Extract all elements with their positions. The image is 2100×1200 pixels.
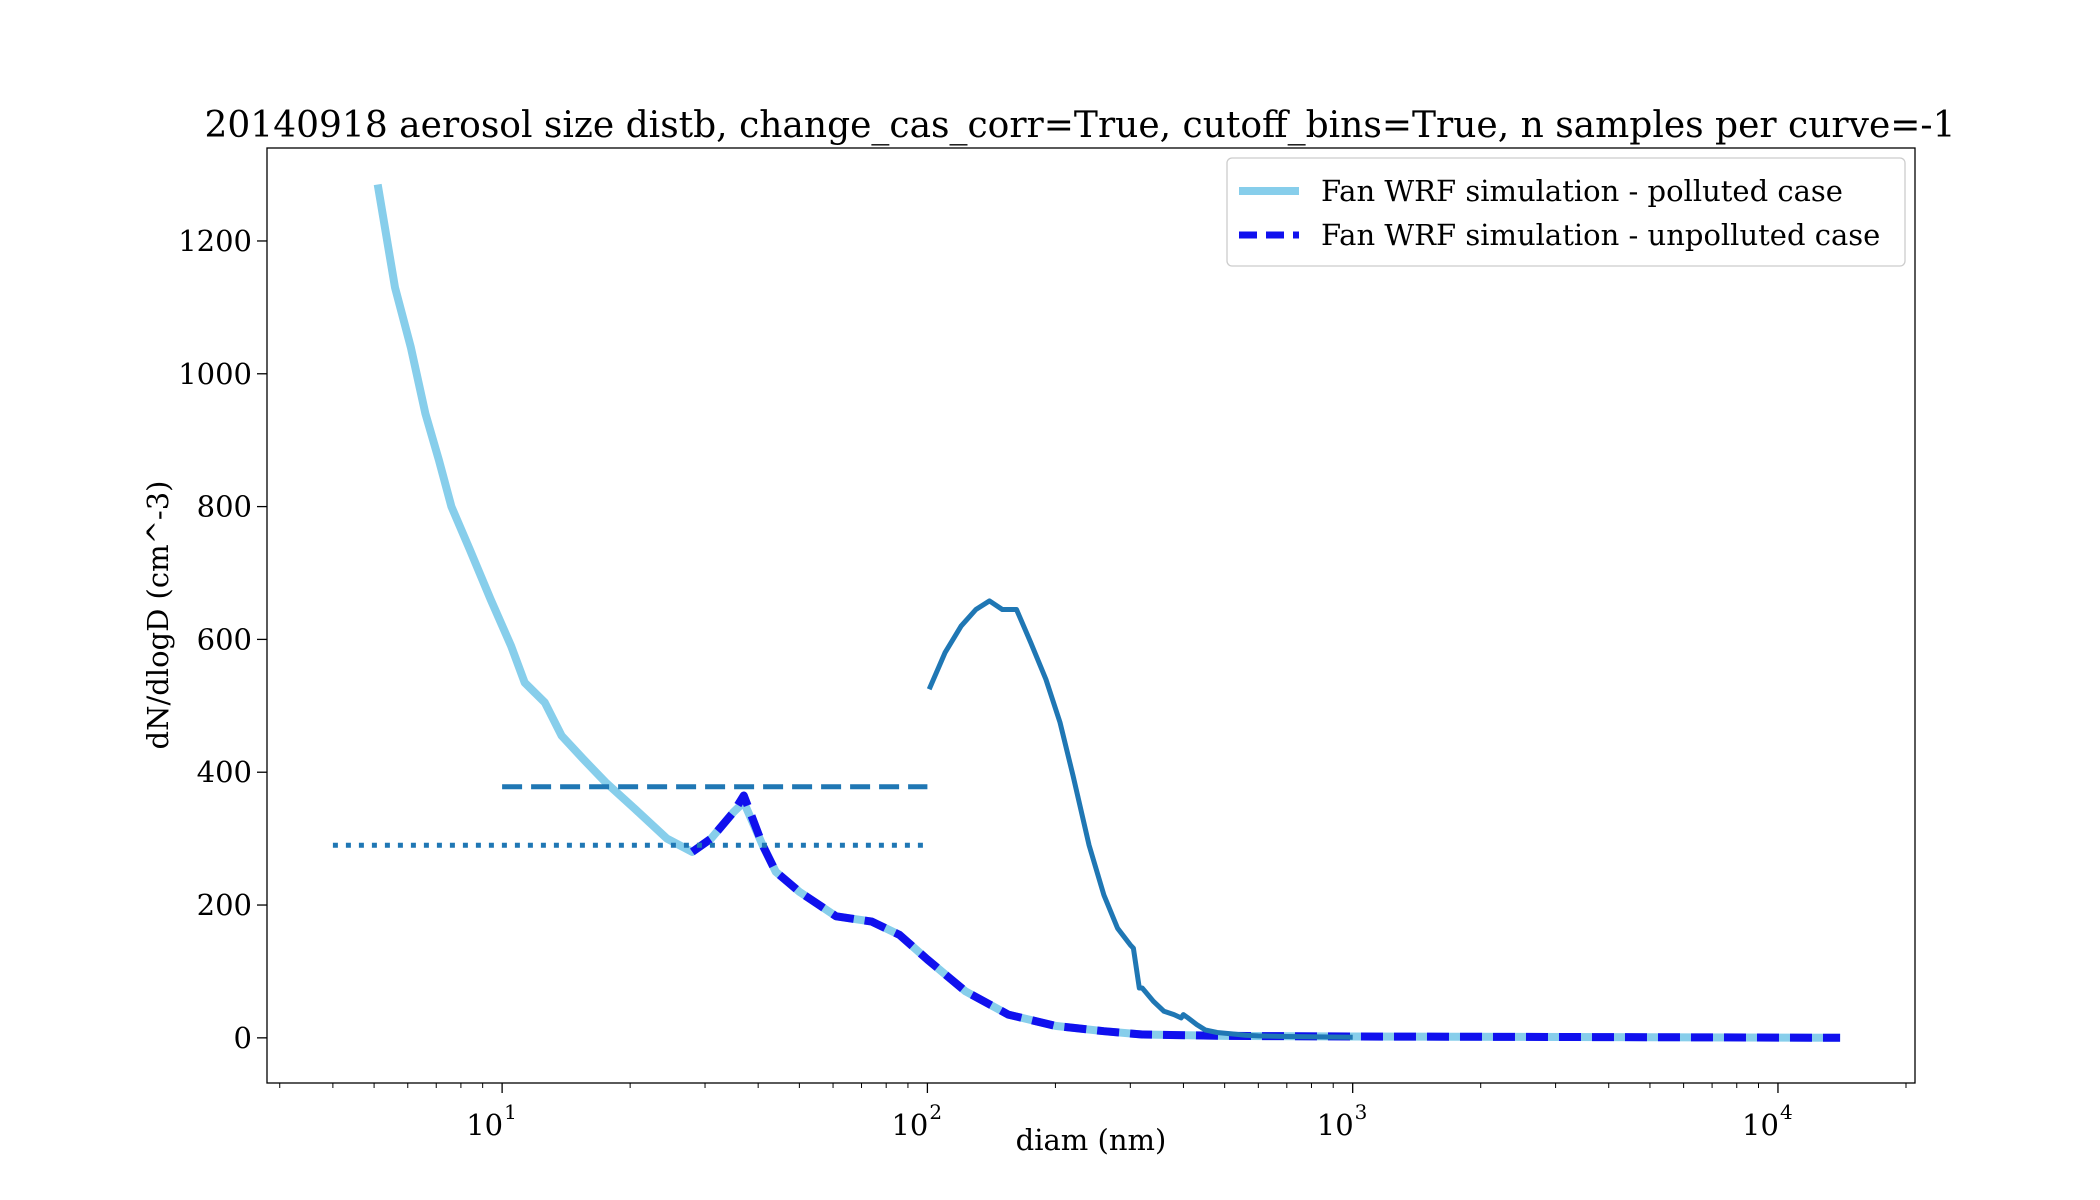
- x-tick-label-exponent: 2: [929, 1100, 942, 1124]
- y-tick-label: 200: [197, 888, 252, 922]
- plot-background: [267, 148, 1915, 1083]
- y-tick-label: 1000: [178, 357, 252, 391]
- x-tick-label-exponent: 1: [504, 1100, 517, 1124]
- y-tick-label: 800: [197, 490, 252, 524]
- plot-frame: [266, 147, 1916, 1084]
- x-tick-label-exponent: 4: [1780, 1100, 1793, 1124]
- legend-box: [1226, 157, 1906, 267]
- x-axis: 10 1 10 2 10 3 10 4: [279, 1083, 1907, 1142]
- y-tick-label: 0: [234, 1021, 252, 1055]
- x-tick-label: 10 4: [1742, 1100, 1793, 1142]
- series-line-3: [926, 598, 1353, 1040]
- legend-label: Fan WRF simulation - polluted case: [1321, 174, 1843, 208]
- legend-label: Fan WRF simulation - unpolluted case: [1321, 218, 1880, 252]
- y-tick-label: 600: [197, 622, 252, 656]
- y-axis-label: dN/dlogD (cm^-3): [141, 481, 175, 750]
- x-axis-label: diam (nm): [1016, 1123, 1167, 1157]
- x-tick-label: 10 1: [466, 1100, 517, 1142]
- x-tick-label-exponent: 3: [1355, 1100, 1368, 1124]
- series-layer: [332, 183, 1841, 1042]
- x-tick-label: 10 3: [1317, 1100, 1368, 1142]
- x-tick-label-base: 10: [1742, 1108, 1779, 1142]
- y-tick-label: 400: [197, 755, 252, 789]
- x-tick-label-base: 10: [891, 1108, 928, 1142]
- x-tick-label-base: 10: [466, 1108, 503, 1142]
- chart-title: 20140918 aerosol size distb, change_cas_…: [205, 105, 1956, 146]
- y-axis: 0 200 400 600 800 1000 1200: [178, 224, 267, 1055]
- x-tick-label-base: 10: [1317, 1108, 1354, 1142]
- legend: Fan WRF simulation - polluted case Fan WR…: [1226, 157, 1906, 267]
- x-tick-label: 10 2: [891, 1100, 942, 1142]
- y-tick-label: 1200: [178, 224, 252, 258]
- series-line-2: [689, 791, 1841, 1042]
